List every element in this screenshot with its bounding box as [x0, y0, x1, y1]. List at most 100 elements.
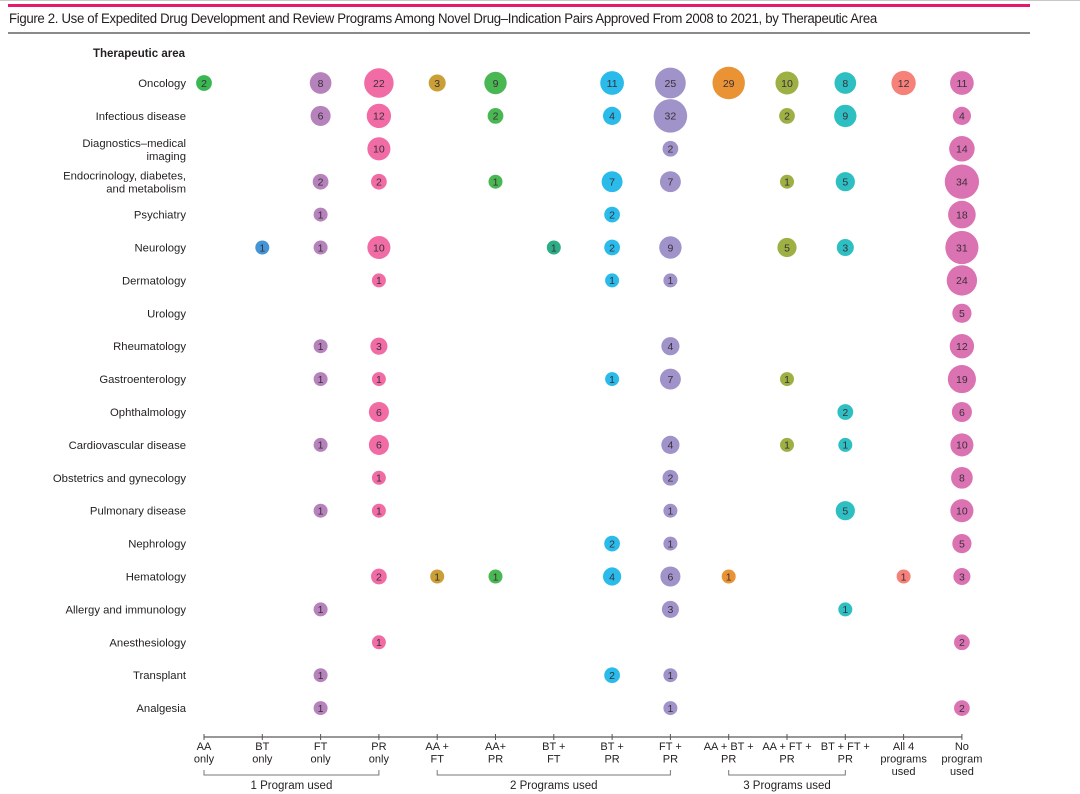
bubble: 1: [313, 668, 328, 683]
bubble: 10: [367, 137, 391, 161]
bubble-circle: [604, 206, 620, 223]
bubble-circle: [368, 434, 389, 455]
bubble-value-label: 1: [901, 571, 907, 583]
row-label: Analgesia: [136, 703, 186, 715]
bubble-circle: [255, 240, 270, 255]
top-border: [0, 0, 1080, 1]
x-tick-label: AA + FT +: [762, 741, 811, 753]
bubble-circle: [364, 68, 394, 98]
bubble-value-label: 8: [318, 78, 324, 90]
bubble: 2: [779, 108, 795, 124]
bubble-value-label: 10: [373, 144, 385, 156]
bubble-circle: [367, 137, 391, 161]
x-tick-label: only: [252, 754, 273, 766]
x-tick-label: BT +: [600, 741, 623, 753]
bubble-value-label: 1: [842, 440, 848, 452]
bubble: 2: [604, 667, 620, 684]
bubble-circle: [313, 602, 328, 617]
bubble: 9: [659, 236, 682, 259]
bubble: 2: [371, 173, 387, 190]
x-tick-label: AA + BT +: [704, 741, 754, 753]
bubble-value-label: 4: [959, 111, 965, 123]
bubble-circle: [661, 435, 680, 454]
x-tick-label: programs: [880, 754, 927, 766]
bubble-circle: [313, 240, 328, 255]
bubble: 18: [948, 200, 976, 229]
bubble-circle: [371, 470, 386, 485]
bubble-circle: [775, 71, 799, 95]
x-tick-label: PR: [779, 754, 794, 766]
bubble: 11: [950, 71, 974, 95]
bubble-circle: [367, 235, 391, 260]
bubble-circle: [371, 372, 386, 387]
bubble-value-label: 1: [667, 506, 673, 518]
x-tick-label: PR: [371, 741, 386, 753]
bubble-value-label: 5: [842, 506, 848, 518]
bubble: 1: [371, 635, 386, 650]
bubble: 1: [838, 602, 853, 617]
row-label: Urology: [147, 308, 186, 320]
bubble: 7: [659, 171, 681, 193]
bubble: 1: [371, 503, 386, 518]
bubble-value-label: 1: [609, 275, 615, 287]
bubble: 1: [663, 701, 678, 716]
bubble-value-label: 2: [667, 144, 673, 156]
bubble: 8: [309, 72, 332, 94]
row-label: Endocrinology, diabetes,: [63, 171, 186, 183]
bubble-circle: [951, 466, 973, 489]
x-tick-label: AA+: [485, 741, 506, 753]
x-tick-label: AA: [197, 741, 212, 753]
bubble-circle: [953, 567, 971, 586]
bubble-circle: [952, 534, 972, 554]
bubble-value-label: 2: [376, 177, 382, 189]
bubble-circle: [653, 99, 688, 133]
x-tick-label: BT: [255, 741, 269, 753]
bubble-circle: [313, 701, 328, 716]
bubble-value-label: 10: [956, 506, 968, 518]
bubble-value-label: 1: [318, 703, 324, 715]
bubble: 1: [780, 174, 794, 189]
row-label: imaging: [146, 151, 186, 163]
bubble-circle: [655, 67, 686, 99]
bubble-circle: [371, 173, 387, 190]
group-label: 3 Programs used: [743, 780, 831, 792]
bubble-value-label: 18: [956, 209, 968, 221]
x-tick-label: PR: [838, 754, 853, 766]
row-label: Diagnostics–medical: [82, 138, 186, 150]
bubble: 2: [487, 108, 504, 124]
bubble-circle: [951, 401, 972, 423]
bubble-value-label: 24: [956, 275, 968, 287]
bubble-circle: [604, 535, 620, 552]
bubble-circle: [949, 136, 975, 162]
bubble: 6: [310, 105, 331, 126]
bubbles: 2 8 22 3 9 11 25 29 10 8 12 116 12 2 4 32 2 9 410 2 142 2 1 7 7 1…: [196, 66, 980, 716]
bubble-circle: [954, 634, 970, 651]
bubble: 1: [663, 668, 678, 683]
bubble-value-label: 2: [784, 111, 790, 123]
bubble: 31: [945, 230, 979, 265]
bubble: 29: [712, 66, 745, 100]
bubble: 2: [837, 404, 854, 420]
bubble-value-label: 31: [956, 242, 968, 254]
bubble: 1: [663, 273, 678, 288]
bubble-value-label: 10: [373, 242, 385, 254]
bubble-value-label: 7: [609, 177, 615, 189]
bubble-value-label: 9: [667, 242, 673, 254]
bubble-value-label: 1: [667, 538, 673, 550]
bubble-circle: [661, 337, 680, 356]
bubble-value-label: 7: [667, 177, 673, 189]
bubble: 1: [313, 372, 328, 387]
bubble-circle: [949, 334, 975, 359]
bubble: 1: [255, 240, 270, 255]
bubble-circle: [834, 72, 857, 94]
bubble-circle: [721, 569, 736, 584]
row-label: Neurology: [135, 243, 187, 255]
bubble-value-label: 2: [959, 637, 965, 649]
bubble-value-label: 1: [784, 177, 790, 189]
x-tick-label: FT +: [659, 741, 682, 753]
bubble-value-label: 1: [318, 374, 324, 386]
bubble: 8: [951, 466, 973, 489]
bubble-circle: [836, 238, 854, 257]
bubble: 5: [835, 501, 855, 521]
bubble-value-label: 25: [665, 78, 677, 90]
